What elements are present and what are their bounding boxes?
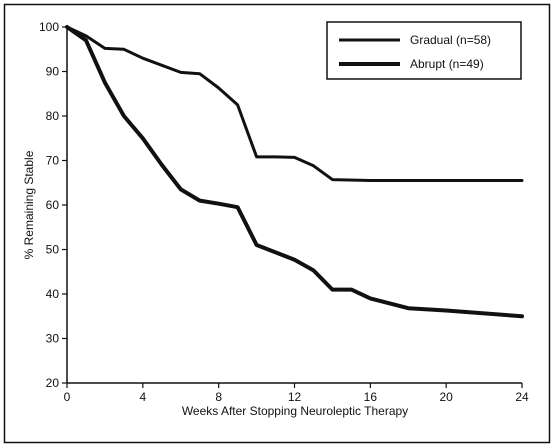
x-tick-label: 16 — [364, 390, 378, 404]
x-axis-ticks: 0 4 8 12 16 20 24 — [64, 383, 529, 404]
x-tick-label: 12 — [288, 390, 302, 404]
x-tick-label: 20 — [439, 390, 453, 404]
legend-label-abrupt: Abrupt (n=49) — [410, 57, 484, 71]
y-axis-title: % Remaining Stable — [22, 150, 36, 259]
y-tick-label: 40 — [46, 287, 60, 301]
y-tick-label: 80 — [46, 109, 60, 123]
series-line-gradual — [65, 25, 524, 182]
series-lines — [65, 25, 524, 319]
y-tick-label: 90 — [46, 65, 60, 79]
legend-box — [326, 21, 522, 80]
y-axis-ticks: 20 30 40 50 60 70 80 90 100 — [39, 20, 67, 390]
y-tick-label: 50 — [46, 243, 60, 257]
y-tick-label: 20 — [46, 376, 60, 390]
x-tick-label: 24 — [515, 390, 529, 404]
legend: Gradual (n=58) Abrupt (n=49) — [326, 21, 522, 80]
x-tick-label: 4 — [139, 390, 146, 404]
x-tick-label: 8 — [215, 390, 222, 404]
y-tick-label: 100 — [39, 20, 59, 34]
y-tick-label: 70 — [46, 154, 60, 168]
x-axis-title: Weeks After Stopping Neuroleptic Therapy — [182, 404, 408, 418]
y-tick-label: 30 — [46, 332, 60, 346]
x-tick-label: 0 — [64, 390, 71, 404]
series-line-abrupt — [65, 25, 524, 319]
legend-label-gradual: Gradual (n=58) — [410, 33, 491, 47]
y-tick-label: 60 — [46, 198, 60, 212]
